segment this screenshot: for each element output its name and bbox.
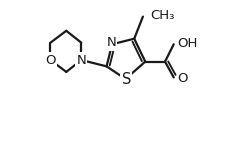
Text: OH: OH bbox=[178, 37, 198, 50]
Text: S: S bbox=[122, 72, 131, 87]
Text: CH₃: CH₃ bbox=[150, 9, 174, 22]
Text: N: N bbox=[76, 54, 86, 67]
Text: O: O bbox=[45, 54, 56, 67]
Text: N: N bbox=[106, 36, 116, 49]
Text: O: O bbox=[178, 72, 188, 85]
